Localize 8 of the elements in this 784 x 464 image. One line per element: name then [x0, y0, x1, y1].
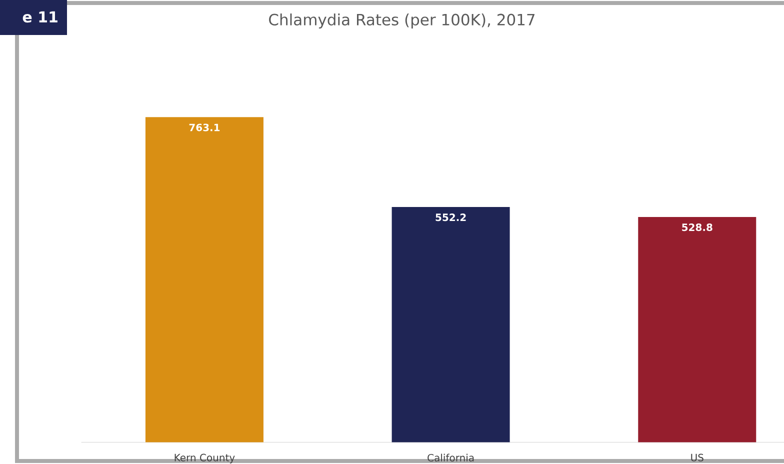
x-tick-label: California: [428, 454, 474, 462]
data-label: 763.1: [189, 124, 220, 132]
chart-title: Chlamydia Rates (per 100K), 2017: [269, 13, 534, 29]
data-label: 552.2: [436, 214, 466, 222]
data-label: 528.8: [682, 224, 712, 232]
x-tick-label: US: [691, 454, 704, 462]
x-tick-label: Kern County: [174, 454, 235, 464]
text: e 11: [22, 11, 58, 23]
